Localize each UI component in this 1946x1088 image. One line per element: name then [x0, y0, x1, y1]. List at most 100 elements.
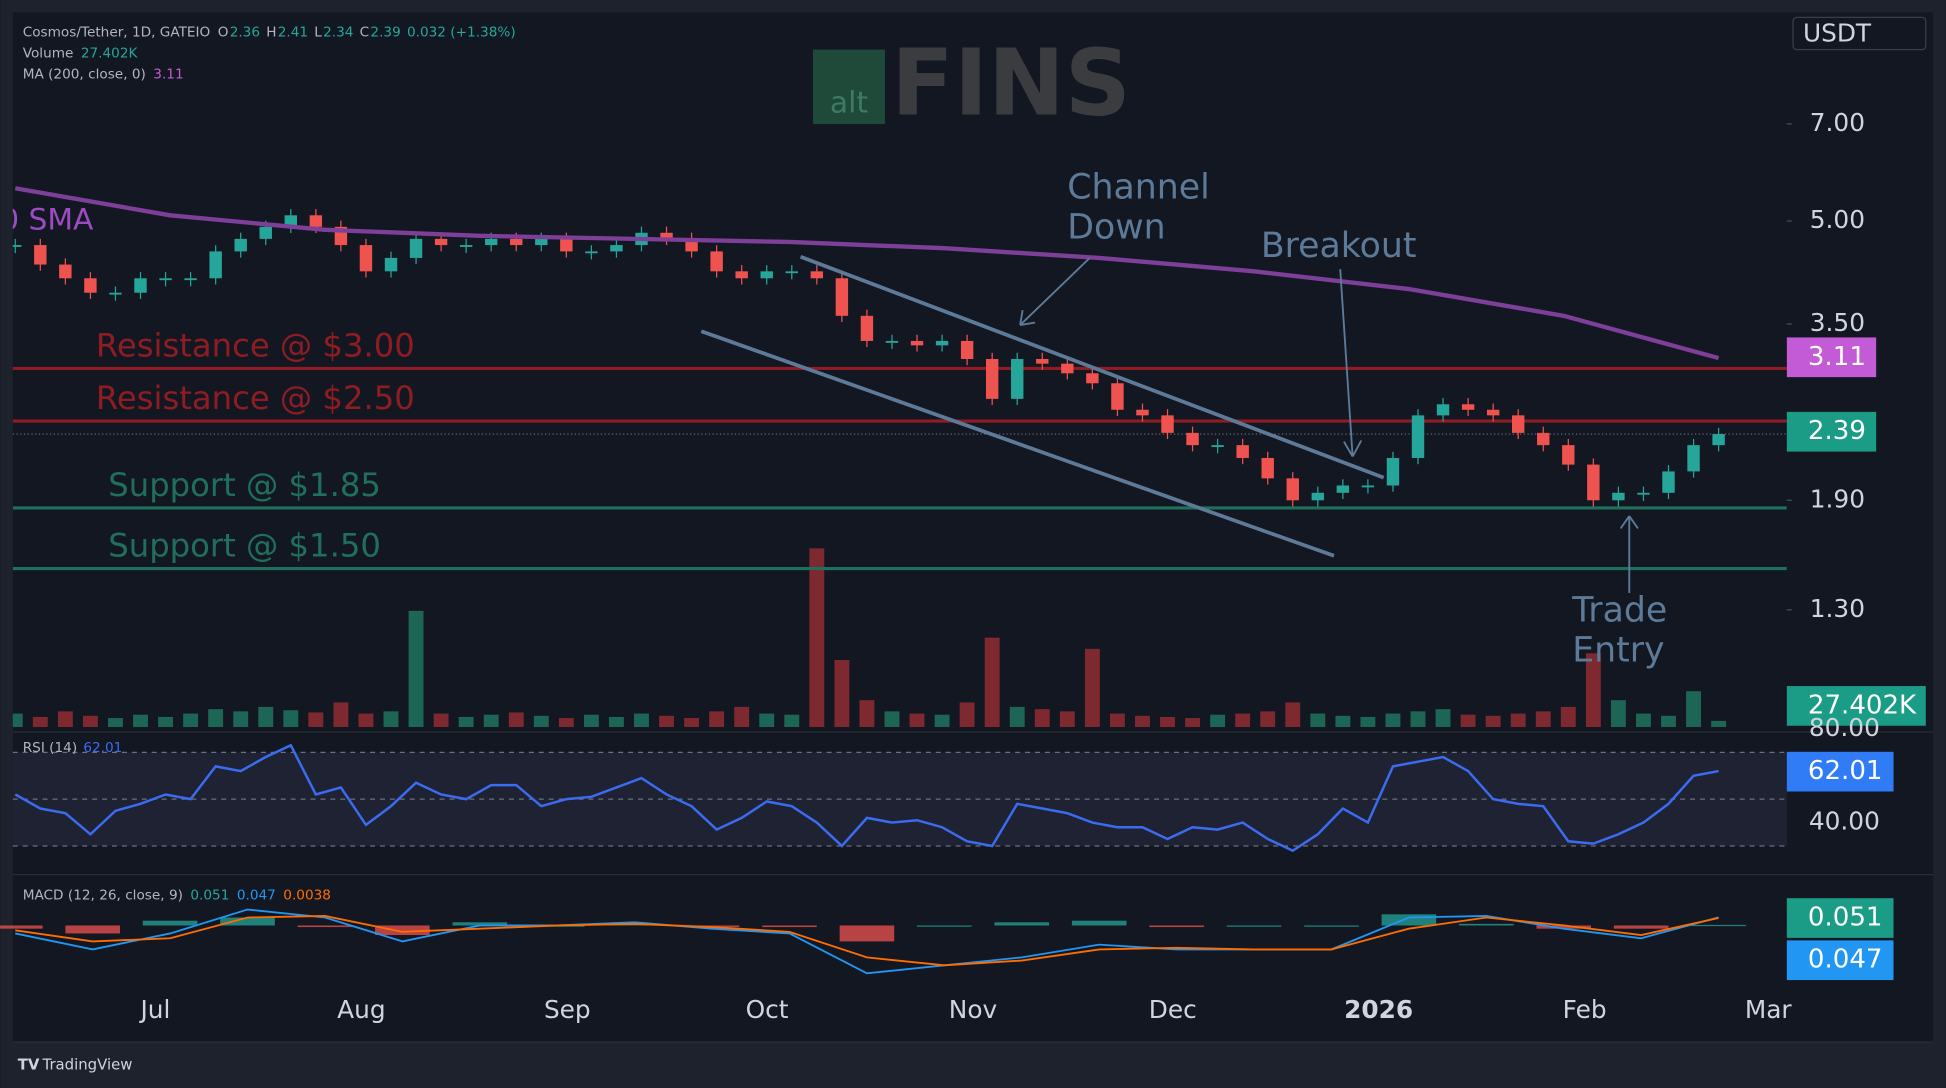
volume-bar — [1185, 718, 1201, 727]
x-tick-label: Mar — [1745, 995, 1793, 1024]
macd-box-label: 0.047 — [1808, 945, 1883, 975]
macd-hist — [1304, 925, 1359, 927]
x-tick-label: Oct — [746, 995, 789, 1024]
ma-label: MA (200, close, 0) — [23, 66, 146, 82]
candle — [1537, 432, 1550, 446]
volume-bar — [1059, 711, 1075, 727]
candle — [1061, 363, 1074, 374]
candle — [785, 271, 798, 274]
macd-hist — [839, 925, 895, 942]
level-label: Resistance @ $3.00 — [96, 326, 415, 364]
volume-bar — [533, 715, 549, 727]
x-tick-label: Jul — [138, 995, 170, 1024]
channel-lower — [700, 329, 1335, 558]
volume-bar — [57, 711, 73, 727]
macd-hist — [1691, 924, 1746, 927]
macd-hist — [1226, 925, 1282, 927]
macd-line — [15, 908, 1719, 975]
annotation: Breakout — [1261, 226, 1417, 266]
ma-line — [14, 186, 1720, 361]
price-box — [1786, 686, 1926, 726]
volume-bar — [659, 715, 674, 727]
candle — [1336, 485, 1350, 493]
volume-bar — [1034, 709, 1050, 727]
candle — [535, 238, 548, 246]
annotation: Trade — [1571, 591, 1667, 631]
annotation: Channel — [1067, 168, 1210, 208]
ohlc-key: O — [218, 24, 229, 40]
volume-bar — [1686, 691, 1701, 727]
macd-hist — [452, 922, 508, 926]
arrow — [1339, 269, 1363, 458]
candle — [1461, 404, 1475, 410]
candle — [810, 271, 824, 279]
volume-bar — [458, 716, 474, 727]
volume-bar — [784, 714, 800, 727]
volume-bar — [809, 548, 825, 727]
candle — [409, 238, 423, 258]
volume-label: Volume — [23, 45, 74, 61]
x-tick-label: 2026 — [1344, 995, 1413, 1024]
candle — [234, 238, 247, 252]
candle — [935, 340, 949, 346]
volume-bar — [709, 711, 725, 727]
volume-bar — [158, 716, 173, 727]
candle — [1512, 415, 1525, 433]
macd-hist — [1459, 923, 1514, 926]
candle — [1086, 373, 1099, 384]
volume-bar — [1235, 713, 1251, 727]
volume-bar — [1560, 706, 1576, 727]
volume-bar — [82, 715, 98, 727]
candle — [860, 315, 874, 341]
volume-bar — [634, 713, 649, 727]
level-label: Resistance @ $2.50 — [96, 379, 415, 417]
y-tick-label: 1.90 — [1810, 484, 1865, 513]
candle — [284, 215, 298, 227]
y-tick-label: 7.00 — [1810, 108, 1865, 137]
candle — [1361, 485, 1375, 488]
change: 0.032 (+1.38%) — [407, 24, 516, 40]
candle — [1612, 492, 1625, 501]
candle — [1186, 432, 1199, 446]
x-tick-label: Dec — [1149, 995, 1197, 1024]
volume-bar — [909, 713, 925, 727]
macd-legend-value: 0.047 — [237, 888, 276, 904]
volume-bar — [1435, 709, 1451, 727]
candle — [735, 271, 748, 279]
symbol: Cosmos/Tether, 1D, GATEIO — [23, 24, 211, 40]
volume-bar — [183, 713, 199, 727]
volume-bar — [508, 712, 524, 727]
macd-legend-value: 0.051 — [190, 888, 229, 904]
arrow — [1019, 257, 1091, 326]
candle — [560, 238, 573, 252]
ma-value: 3.11 — [153, 66, 183, 82]
price-box-label: 27.402K — [1808, 690, 1917, 720]
ohlc-value: 2.36 — [230, 24, 260, 40]
candle — [59, 264, 72, 279]
macd-line — [15, 914, 1719, 967]
volume-bar — [1260, 711, 1276, 727]
volume-bar — [1210, 714, 1226, 727]
volume-bar — [1510, 713, 1526, 727]
volume-bar — [258, 706, 274, 727]
macd-hist — [994, 922, 1050, 926]
volume-bar — [1310, 713, 1326, 727]
volume-bar — [759, 713, 775, 727]
volume-bar — [1009, 706, 1025, 727]
candle — [309, 215, 323, 227]
currency-box[interactable] — [1792, 16, 1927, 51]
volume-bar — [1585, 653, 1601, 727]
volume-bar — [308, 712, 324, 727]
volume-bar — [734, 706, 750, 727]
candle — [1036, 358, 1049, 364]
volume-bar — [433, 713, 449, 727]
candle — [1587, 464, 1600, 501]
volume-bar — [1485, 715, 1501, 727]
candle — [109, 292, 122, 295]
volume-bar — [984, 637, 1000, 727]
volume-bar — [233, 711, 249, 727]
volume-value: 27.402K — [81, 45, 139, 61]
candle — [1211, 445, 1224, 448]
ohlc-key: H — [266, 24, 276, 40]
volume-bar — [608, 716, 624, 727]
